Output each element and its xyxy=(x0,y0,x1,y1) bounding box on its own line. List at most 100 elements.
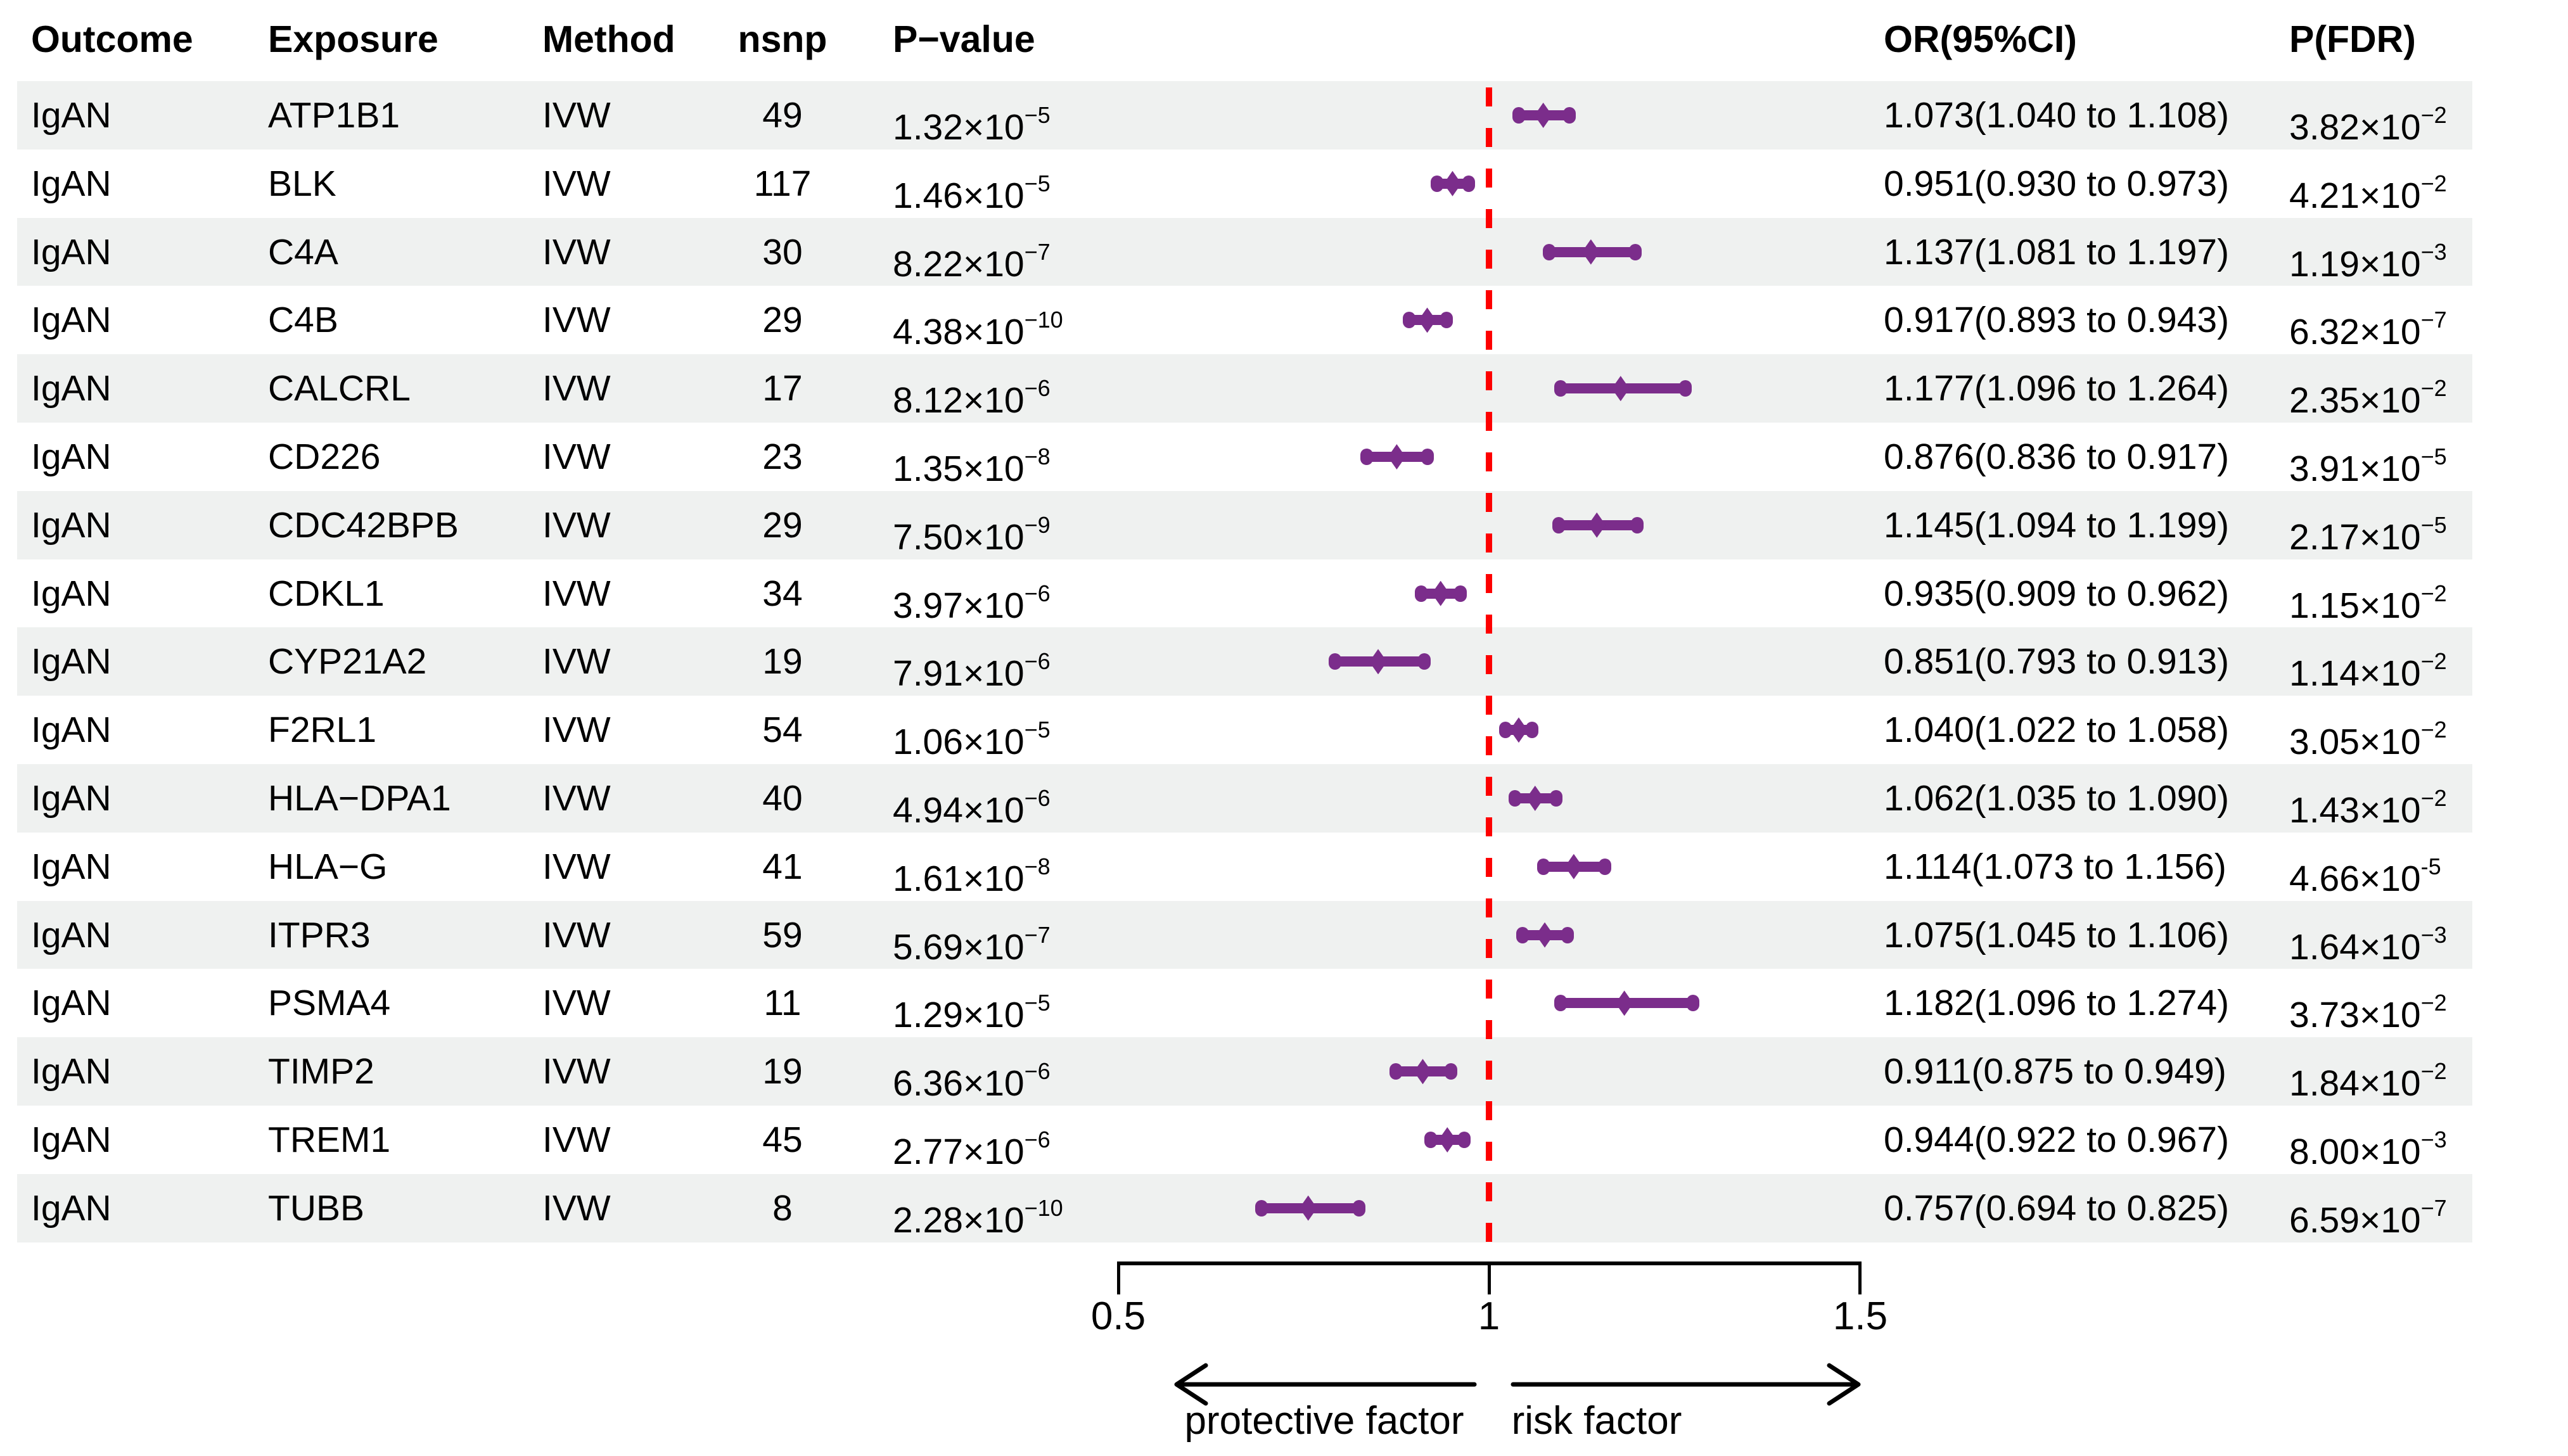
or-point-diamond xyxy=(1431,580,1450,606)
exposure-cell: F2RL1 xyxy=(268,710,377,751)
ci-lower-cap xyxy=(1498,722,1512,739)
exposure-cell: TREM1 xyxy=(268,1120,391,1160)
p-fdr-cell: 3.82×10−2 xyxy=(2289,102,2447,148)
table-row: IgAN ATP1B1 IVW 49 1.32×10−5 1.073(1.040… xyxy=(0,81,2568,150)
row-stripe xyxy=(17,81,2472,150)
header-p-value: P−value xyxy=(893,18,1035,60)
exposure-cell: CALCRL xyxy=(268,368,411,409)
method-cell: IVW xyxy=(542,710,611,751)
table-row: IgAN HLA−DPA1 IVW 40 4.94×10−6 1.062(1.0… xyxy=(0,764,2568,833)
outcome-cell: IgAN xyxy=(31,437,112,477)
or-point-diamond xyxy=(1418,307,1436,333)
or-point-diamond xyxy=(1388,444,1406,469)
p-fdr-cell: 1.43×10−2 xyxy=(2289,785,2447,831)
header-or-ci: OR(95%CI) xyxy=(1884,18,2077,60)
or-ci-cell: 0.944(0.922 to 0.967) xyxy=(1884,1120,2230,1160)
ci-lower-cap xyxy=(1509,790,1522,807)
method-cell: IVW xyxy=(542,368,611,409)
or-ci-cell: 1.137(1.081 to 1.197) xyxy=(1884,231,2230,272)
or-ci-cell: 1.182(1.096 to 1.274) xyxy=(1884,983,2230,1024)
x-axis-label-1.5: 1.5 xyxy=(1832,1294,1888,1338)
or-point-diamond xyxy=(1615,990,1633,1016)
or-point-diamond xyxy=(1443,170,1462,196)
table-row: IgAN ITPR3 IVW 59 5.69×10−7 1.075(1.045 … xyxy=(0,900,2568,969)
outcome-cell: IgAN xyxy=(31,300,112,341)
p-value-cell: 2.77×10−6 xyxy=(893,1127,1051,1172)
or-point-diamond xyxy=(1564,853,1583,879)
method-cell: IVW xyxy=(542,1120,611,1160)
or-point-diamond xyxy=(1509,717,1528,743)
p-value-cell: 6.36×10−6 xyxy=(893,1058,1051,1104)
ci-lower-cap xyxy=(1543,243,1556,260)
ci-lower-cap xyxy=(1415,585,1428,602)
x-axis-tick-0.5 xyxy=(1117,1261,1120,1294)
or-ci-cell: 1.073(1.040 to 1.108) xyxy=(1884,95,2230,136)
or-ci-cell: 1.145(1.094 to 1.199) xyxy=(1884,504,2230,546)
or-ci-cell: 0.951(0.930 to 0.973) xyxy=(1884,163,2230,204)
nsnp-cell: 29 xyxy=(762,300,803,341)
p-value-cell: 1.61×10−8 xyxy=(893,853,1051,899)
p-value-cell: 8.12×10−6 xyxy=(893,375,1051,421)
table-row: IgAN HLA−G IVW 41 1.61×10−8 1.114(1.073 … xyxy=(0,833,2568,901)
x-axis-tick-1.5 xyxy=(1858,1261,1862,1294)
outcome-cell: IgAN xyxy=(31,573,112,614)
row-stripe xyxy=(17,764,2472,833)
ci-upper-cap xyxy=(1454,585,1467,602)
p-fdr-cell: 1.64×10−3 xyxy=(2289,921,2447,967)
outcome-cell: IgAN xyxy=(31,710,112,751)
nsnp-cell: 40 xyxy=(762,778,803,819)
or-ci-cell: 1.075(1.045 to 1.106) xyxy=(1884,914,2230,955)
p-fdr-cell: 2.35×10−2 xyxy=(2289,375,2447,421)
or-ci-cell: 0.851(0.793 to 0.913) xyxy=(1884,641,2230,682)
outcome-cell: IgAN xyxy=(31,914,112,955)
exposure-cell: C4B xyxy=(268,300,338,341)
nsnp-cell: 54 xyxy=(762,710,803,751)
method-cell: IVW xyxy=(542,983,611,1024)
outcome-cell: IgAN xyxy=(31,641,112,682)
ci-lower-cap xyxy=(1554,380,1567,397)
method-cell: IVW xyxy=(542,504,611,546)
x-axis-label-1: 1 xyxy=(1478,1294,1500,1338)
ci-upper-cap xyxy=(1549,790,1562,807)
p-value-cell: 7.50×10−9 xyxy=(893,511,1051,558)
protective-arrow-icon xyxy=(1174,1363,1477,1406)
row-stripe xyxy=(17,490,2472,559)
nsnp-cell: 45 xyxy=(762,1120,803,1160)
or-ci-cell: 1.062(1.035 to 1.090) xyxy=(1884,778,2230,819)
p-fdr-cell: 3.91×10−5 xyxy=(2289,444,2447,489)
outcome-cell: IgAN xyxy=(31,231,112,272)
p-value-cell: 4.38×10−10 xyxy=(893,307,1063,353)
header-method: Method xyxy=(542,18,675,60)
p-value-cell: 1.46×10−5 xyxy=(893,170,1051,216)
nsnp-cell: 41 xyxy=(762,846,803,887)
p-fdr-cell: 4.21×10−2 xyxy=(2289,170,2447,216)
or-ci-cell: 1.177(1.096 to 1.264) xyxy=(1884,368,2230,409)
nsnp-cell: 34 xyxy=(762,573,803,614)
method-cell: IVW xyxy=(542,914,611,955)
exposure-cell: C4A xyxy=(268,231,338,272)
ci-upper-cap xyxy=(1630,516,1644,533)
nsnp-cell: 59 xyxy=(762,914,803,955)
p-value-cell: 1.32×10−5 xyxy=(893,102,1051,148)
ci-lower-cap xyxy=(1328,653,1341,670)
table-row: IgAN CD226 IVW 23 1.35×10−8 0.876(0.836 … xyxy=(0,423,2568,491)
p-fdr-cell: 8.00×10−3 xyxy=(2289,1127,2447,1172)
p-fdr-cell: 3.73×10−2 xyxy=(2289,990,2447,1036)
method-cell: IVW xyxy=(542,778,611,819)
p-value-cell: 1.06×10−5 xyxy=(893,717,1051,763)
row-stripe xyxy=(17,217,2472,286)
p-value-cell: 1.29×10−5 xyxy=(893,990,1051,1036)
p-value-cell: 5.69×10−7 xyxy=(893,921,1051,967)
ci-upper-cap xyxy=(1421,449,1434,465)
table-row: IgAN TUBB IVW 8 2.28×10−10 0.757(0.694 t… xyxy=(0,1173,2568,1242)
exposure-cell: PSMA4 xyxy=(268,983,391,1024)
ci-upper-cap xyxy=(1562,107,1576,124)
p-fdr-cell: 1.15×10−2 xyxy=(2289,580,2447,626)
exposure-cell: CDKL1 xyxy=(268,573,385,614)
row-stripe xyxy=(17,354,2472,423)
ci-upper-cap xyxy=(1440,312,1453,329)
p-fdr-cell: 6.59×10−7 xyxy=(2289,1194,2447,1241)
ci-lower-cap xyxy=(1512,107,1525,124)
risk-arrow-icon xyxy=(1511,1363,1861,1406)
ci-lower-cap xyxy=(1424,1132,1438,1148)
